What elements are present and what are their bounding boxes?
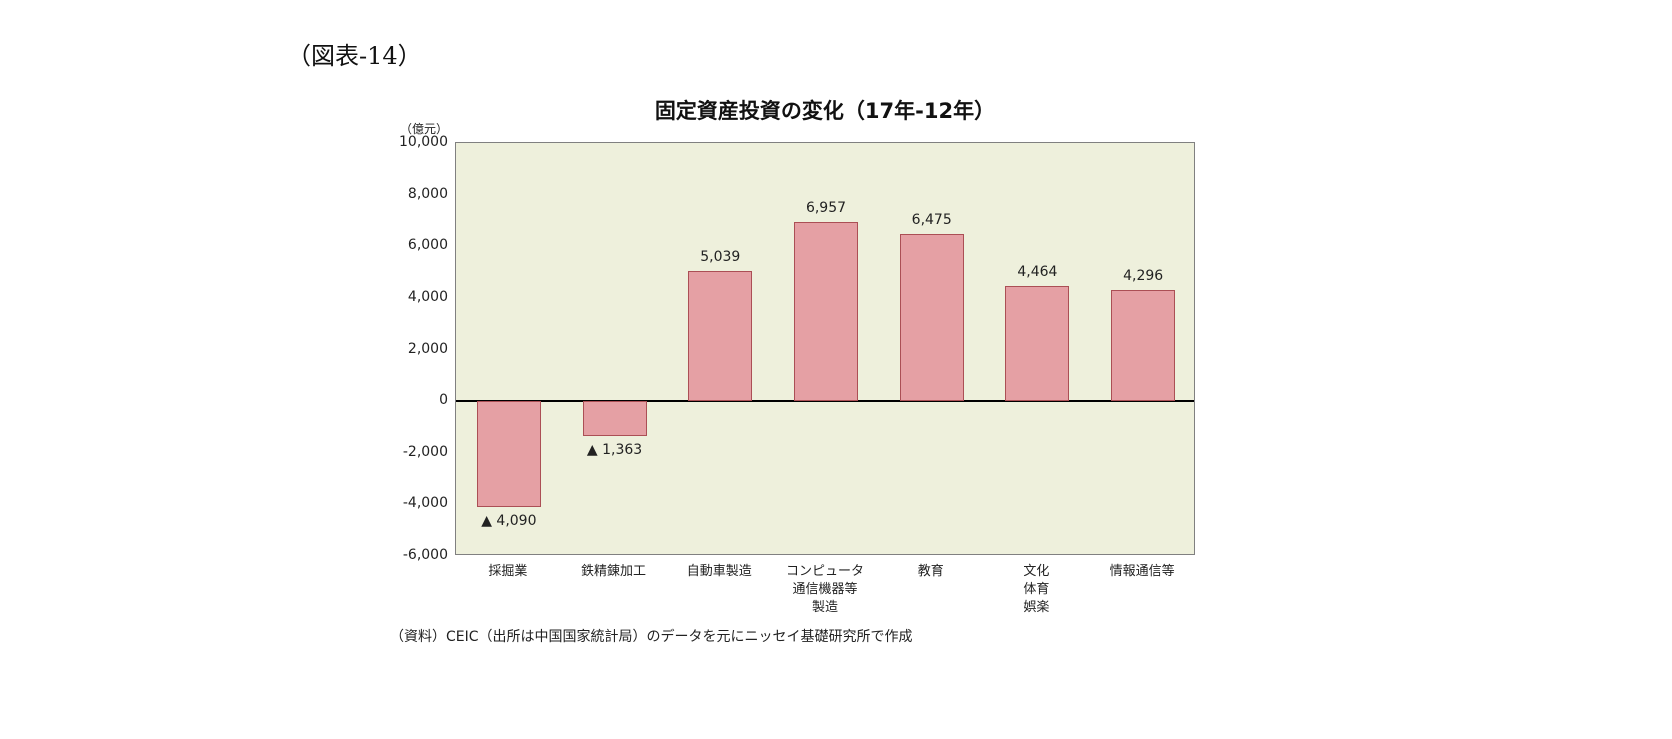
plot-area: ▲ 4,090 ▲ 1,363 5,039 6,957 6,475 4,464 4,296 — [455, 142, 1195, 555]
x-category-label: 情報通信等 — [1109, 564, 1175, 579]
x-category-label: コンピュータ 通信機器等 製造 — [785, 564, 864, 616]
bar-value-label: 6,475 — [911, 211, 952, 228]
bar-value-label: 4,464 — [1017, 263, 1058, 280]
source-note: （資料）CEIC（出所は中国国家統計局）のデータを元にニッセイ基礎研究所で作成 — [390, 629, 913, 645]
bar — [794, 221, 858, 402]
y-tick-label: 10,000 — [399, 134, 448, 150]
bar — [899, 233, 964, 402]
bar — [582, 401, 647, 437]
x-category-label: 教育 — [917, 564, 944, 579]
bar — [1005, 285, 1070, 402]
bar-value-label: 4,296 — [1123, 268, 1164, 285]
y-tick-label: -2,000 — [402, 443, 448, 460]
chart-title: 固定資産投資の変化（17年-12年） — [654, 99, 996, 123]
zero-axis-line — [456, 400, 1194, 403]
y-tick-label: 2,000 — [407, 340, 448, 357]
figure-label: （図表-14） — [287, 42, 422, 70]
x-category-label: 採掘業 — [488, 564, 528, 579]
bar — [476, 401, 541, 507]
y-tick-label: -6,000 — [402, 547, 448, 563]
y-tick-label: 0 — [439, 392, 448, 409]
bar-value-label: 5,039 — [700, 249, 741, 266]
y-tick-label: -4,000 — [402, 495, 448, 512]
bar-value-label: ▲ 1,363 — [586, 442, 643, 459]
bar-value-label: 6,957 — [805, 199, 847, 216]
y-tick-label: 4,000 — [407, 288, 448, 305]
y-axis-unit-label: （億元） — [399, 122, 448, 136]
x-category-label: 自動車製造 — [686, 564, 752, 579]
bar — [1111, 290, 1176, 402]
bar-value-label: ▲ 4,090 — [481, 512, 537, 529]
y-tick-label: 6,000 — [407, 237, 448, 254]
x-category-label: 鉄精錬加工 — [581, 564, 647, 579]
y-tick-label: 8,000 — [407, 185, 448, 202]
bar — [688, 271, 753, 402]
x-category-label: 文化 体育 娯楽 — [1023, 564, 1050, 616]
